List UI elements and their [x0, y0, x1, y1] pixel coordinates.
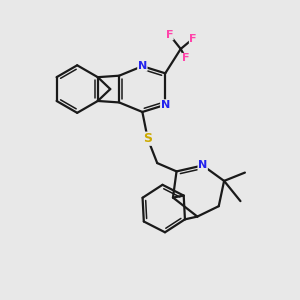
Text: N: N: [160, 100, 170, 110]
Text: N: N: [198, 160, 207, 170]
Text: F: F: [166, 30, 173, 40]
Text: S: S: [143, 132, 152, 145]
Text: F: F: [182, 53, 190, 64]
Text: N: N: [138, 61, 147, 71]
Text: F: F: [189, 34, 197, 44]
